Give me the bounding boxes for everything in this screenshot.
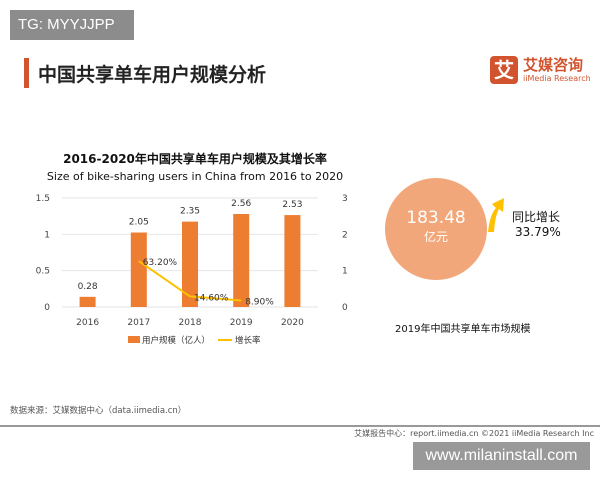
legend-label-bar: 用户规模（亿人）: [142, 335, 210, 346]
yoy-label: 同比增长: [512, 210, 561, 224]
bar: [284, 215, 301, 307]
bar: [79, 296, 96, 307]
watermark-tag: TG: MYYJJPP: [10, 10, 134, 40]
bar-line-chart: 0 0.5 1 1.5 0 1 2 3 2016 2017 2018 2019 2020 0.28 2.05…: [36, 194, 348, 346]
right-tick-label: 3: [342, 194, 348, 204]
site-watermark: www.milaninstall.com: [413, 442, 590, 470]
bar: [130, 232, 147, 307]
logo: 艾 艾媒咨询 iiMedia Research: [490, 52, 591, 92]
data-source: 数据来源：艾媒数据中心（data.iimedia.cn）: [10, 406, 187, 416]
growth-line: [138, 260, 242, 302]
legend-swatch-bar: [128, 336, 140, 343]
chart-subtitle: Size of bike-sharing users in China from…: [46, 170, 344, 183]
bar-data-label: 2.53: [282, 200, 302, 210]
logo-en: iiMedia Research: [523, 74, 591, 83]
yoy-value: 33.79%: [515, 225, 561, 239]
x-tick-label: 2020: [281, 318, 304, 328]
bar-data-label: 2.56: [231, 199, 251, 209]
page-title: 中国共享单车用户规模分析: [38, 64, 267, 86]
right-tick-label: 1: [342, 267, 348, 277]
x-tick-label: 2017: [127, 318, 150, 328]
right-tick-label: 0: [342, 303, 348, 313]
market-size-value: 183.48: [406, 208, 466, 228]
footer-credit: 艾媒报告中心：report.iimedia.cn ©2021 iiMedia R…: [354, 429, 594, 438]
market-size-caption: 2019年中国共享单车市场规模: [395, 324, 531, 335]
bar-data-label: 2.35: [180, 207, 200, 217]
title-accent-bar: [24, 58, 29, 88]
divider: [0, 425, 600, 427]
bar-data-label: 0.28: [78, 282, 98, 292]
left-tick-label: 0: [44, 303, 50, 313]
chart-title: 2016-2020年中国共享单车用户规模及其增长率: [63, 152, 327, 166]
logo-mark: 艾: [490, 56, 518, 84]
market-size-circle: 183.48 亿元: [385, 178, 487, 280]
x-tick-label: 2016: [76, 318, 99, 328]
bar: [182, 221, 198, 307]
line-data-label: 63.20%: [143, 258, 178, 268]
up-arrow-icon: [488, 198, 504, 232]
left-tick-label: 1.5: [36, 194, 50, 204]
market-size-unit: 亿元: [423, 230, 448, 244]
line-data-label: 14.60%: [194, 293, 229, 303]
right-tick-label: 2: [342, 230, 348, 240]
x-tick-label: 2018: [179, 318, 202, 328]
bar-data-label: 2.05: [129, 218, 149, 228]
left-tick-label: 0.5: [36, 267, 50, 277]
legend-label-line: 增长率: [235, 335, 261, 346]
bar: [233, 213, 250, 307]
logo-cn: 艾媒咨询: [523, 56, 584, 74]
left-tick-label: 1: [44, 230, 50, 240]
x-tick-label: 2019: [230, 318, 253, 328]
line-data-label: 8.90%: [245, 298, 274, 308]
